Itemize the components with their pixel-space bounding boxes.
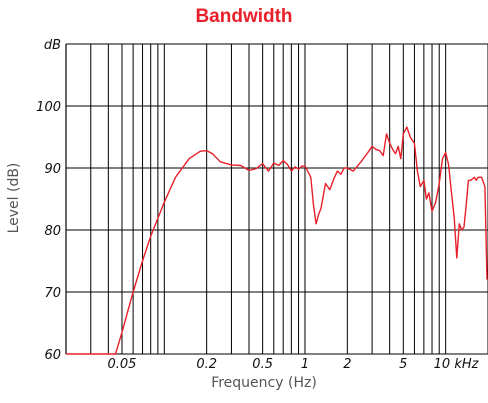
vertical-gridlines bbox=[65, 44, 488, 354]
x-axis-label: Frequency (Hz) bbox=[211, 375, 317, 391]
chart-title: Bandwidth bbox=[195, 6, 293, 27]
x-tick-label: 0.2 bbox=[196, 357, 217, 372]
x-tick-label: 5 bbox=[399, 357, 407, 372]
y-tick-label: 80 bbox=[44, 224, 61, 239]
y-tick-labels: 60 70 80 90 100 dB bbox=[36, 38, 61, 363]
x-tick-label: 0.05 bbox=[108, 357, 137, 372]
x-tick-label: 10 kHz bbox=[434, 357, 480, 372]
x-tick-labels: 0.05 0.2 0.5 1 2 5 10 kHz bbox=[108, 357, 480, 372]
y-tick-label: dB bbox=[44, 38, 61, 53]
y-axis-label: Level (dB) bbox=[6, 162, 22, 234]
y-tick-label: 90 bbox=[44, 162, 61, 177]
x-tick-label: 0.5 bbox=[252, 357, 273, 372]
y-tick-label: 100 bbox=[36, 100, 61, 115]
y-tick-label: 70 bbox=[44, 286, 61, 301]
x-tick-label: 1 bbox=[301, 357, 309, 372]
y-tick-label: 60 bbox=[44, 348, 61, 363]
level-curve bbox=[66, 126, 488, 355]
x-tick-label: 2 bbox=[343, 357, 351, 372]
